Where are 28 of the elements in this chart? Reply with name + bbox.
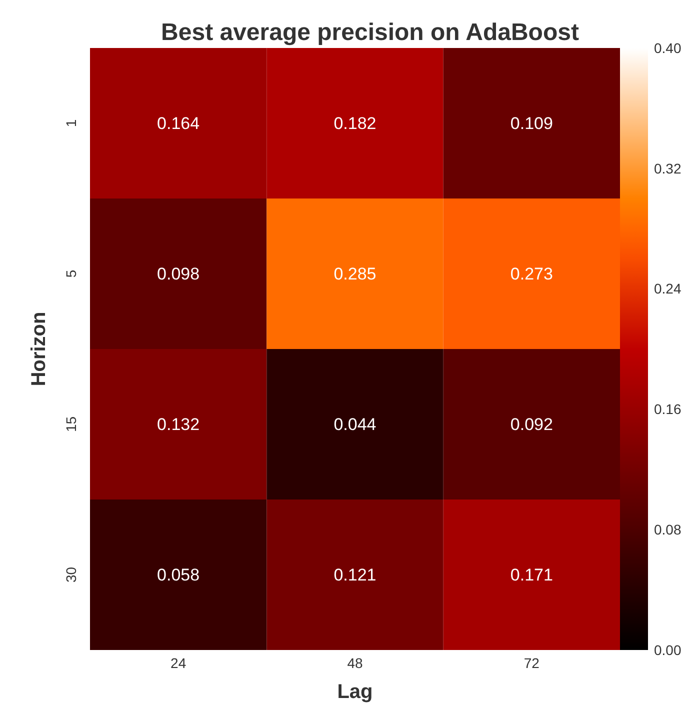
data-label: 0.044 bbox=[334, 415, 376, 434]
data-label: 0.058 bbox=[157, 566, 200, 585]
y-tick-label: 5 bbox=[63, 270, 79, 278]
color-bar-label: 0.00 bbox=[654, 642, 682, 658]
chart-title: Best average precision on AdaBoost bbox=[161, 19, 579, 46]
y-tick-label: 1 bbox=[63, 119, 79, 128]
data-label: 0.092 bbox=[510, 415, 553, 434]
color-bar-label: 0.16 bbox=[654, 401, 682, 418]
color-bar-label: 0.24 bbox=[654, 280, 682, 297]
x-tick-label: 48 bbox=[347, 654, 363, 671]
data-label: 0.132 bbox=[157, 415, 200, 434]
x-axis-title: Lag bbox=[337, 681, 373, 703]
data-label: 0.098 bbox=[157, 264, 200, 284]
data-label: 0.285 bbox=[334, 264, 376, 284]
data-label: 0.273 bbox=[510, 264, 553, 284]
data-label: 0.109 bbox=[510, 114, 553, 134]
y-axis-title: Horizon bbox=[28, 312, 50, 386]
y-tick-label: 30 bbox=[63, 566, 79, 583]
data-label: 0.171 bbox=[510, 566, 553, 585]
data-label: 0.164 bbox=[157, 114, 200, 134]
color-bar-label: 0.40 bbox=[654, 40, 682, 56]
y-tick-label: 15 bbox=[63, 416, 79, 432]
x-tick-label: 72 bbox=[524, 654, 540, 671]
data-label: 0.182 bbox=[334, 114, 376, 134]
x-tick-label: 24 bbox=[170, 654, 186, 671]
color-bar-label: 0.32 bbox=[654, 160, 682, 176]
data-label: 0.121 bbox=[334, 566, 376, 585]
color-bar-label: 0.08 bbox=[654, 522, 682, 538]
